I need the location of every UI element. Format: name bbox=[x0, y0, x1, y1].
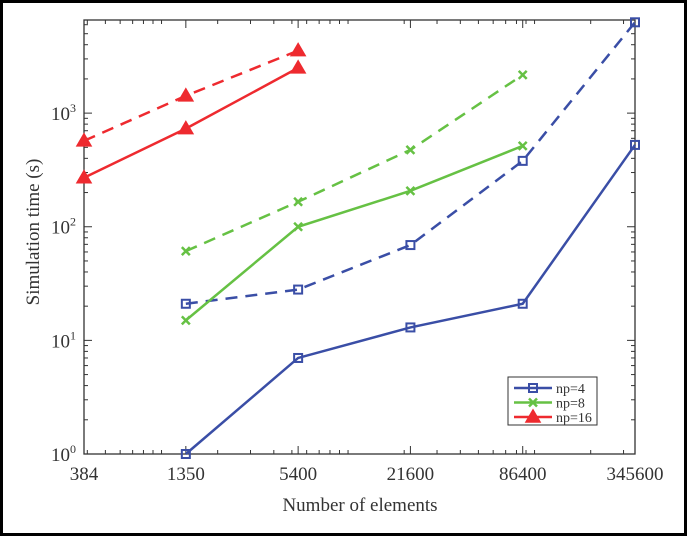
legend-marker bbox=[528, 383, 538, 393]
data-point bbox=[289, 42, 307, 57]
series-np=16 bbox=[75, 59, 307, 184]
x-tick-label: 384 bbox=[70, 464, 99, 485]
series-np=4 bbox=[180, 139, 640, 459]
data-point bbox=[405, 240, 416, 251]
series-line bbox=[83, 49, 299, 143]
x-tick-label: 1350 bbox=[167, 464, 205, 485]
series-line bbox=[83, 66, 299, 179]
y-axis-label: Simulation time (s) bbox=[23, 159, 44, 306]
y-tick-label: 103 bbox=[51, 101, 76, 125]
series-line bbox=[185, 144, 637, 455]
data-point bbox=[293, 221, 304, 232]
data-point bbox=[293, 196, 304, 207]
data-point bbox=[177, 87, 195, 102]
data-point bbox=[293, 352, 304, 363]
series-line bbox=[185, 73, 524, 253]
legend: np=4np=8np=16 bbox=[507, 376, 598, 426]
x-axis-label: Number of elements bbox=[282, 495, 437, 516]
y-tick-label: 101 bbox=[51, 328, 76, 352]
legend-label: np=16 bbox=[556, 411, 592, 426]
y-tick-label: 100 bbox=[51, 442, 76, 466]
legend-marker bbox=[528, 397, 538, 408]
x-tick-label: 345600 bbox=[607, 464, 664, 485]
data-point bbox=[405, 144, 416, 155]
data-point bbox=[630, 139, 640, 150]
axes: 100 101 102 103 384 1350 5400 21600 86400 345600 bbox=[51, 19, 664, 485]
data-point bbox=[180, 315, 191, 326]
data-point bbox=[180, 449, 191, 459]
data-point bbox=[180, 246, 191, 257]
data-point bbox=[517, 155, 528, 166]
series-unlabeled-5 bbox=[75, 42, 307, 147]
data-point bbox=[405, 185, 416, 196]
legend-label: np=4 bbox=[556, 382, 585, 397]
data-point bbox=[293, 284, 304, 295]
plot-box bbox=[83, 19, 636, 455]
series-unlabeled-1 bbox=[180, 17, 640, 309]
legend-marker bbox=[524, 408, 542, 423]
legend-label: np=8 bbox=[556, 397, 585, 412]
data-point bbox=[630, 17, 640, 28]
data-point bbox=[180, 298, 191, 309]
data-point bbox=[75, 132, 93, 147]
y-tick-label: 102 bbox=[51, 215, 76, 239]
data-point bbox=[517, 140, 528, 151]
data-point bbox=[177, 120, 195, 135]
data-point bbox=[405, 322, 416, 333]
series-lines bbox=[75, 17, 640, 459]
series-line bbox=[185, 144, 524, 322]
data-point bbox=[289, 59, 307, 74]
series-line bbox=[185, 21, 636, 306]
x-tick-label: 21600 bbox=[387, 464, 435, 485]
data-point bbox=[517, 70, 528, 80]
series-np=8 bbox=[180, 140, 528, 326]
data-point bbox=[75, 169, 93, 184]
data-point bbox=[517, 298, 528, 309]
x-tick-label: 5400 bbox=[279, 464, 317, 485]
series-unlabeled-3 bbox=[180, 70, 528, 257]
x-tick-label: 86400 bbox=[499, 464, 547, 485]
